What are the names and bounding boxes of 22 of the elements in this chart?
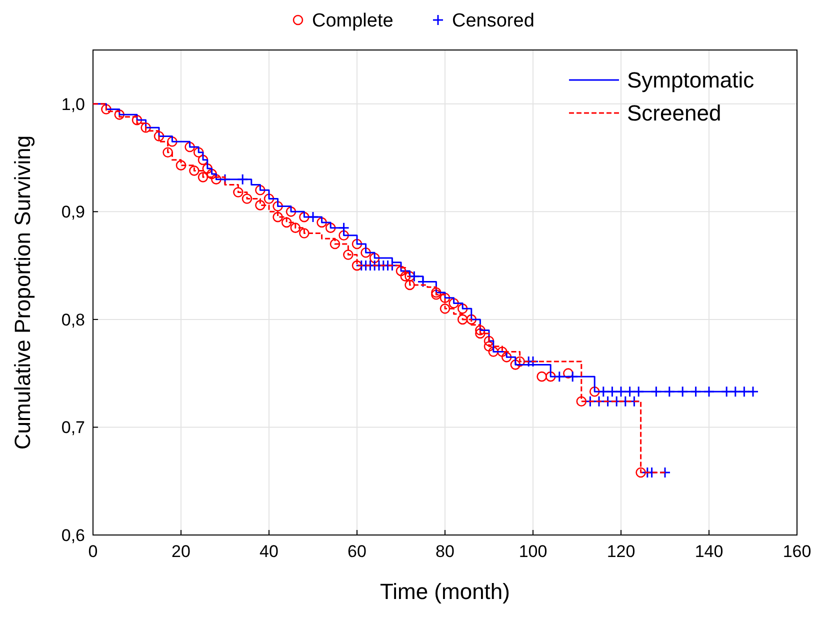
x-tick-label: 160 <box>782 542 812 561</box>
legend-label: Censored <box>452 10 534 32</box>
x-tick-label: 60 <box>348 542 366 561</box>
x-tick-label: 40 <box>260 542 278 561</box>
x-axis-title: Time (month) <box>380 579 510 604</box>
y-tick-label: 0,9 <box>61 202 85 222</box>
x-tick-label: 20 <box>172 542 190 561</box>
y-tick-label: 0,6 <box>61 526 85 545</box>
legend-label: Complete <box>312 10 394 32</box>
x-tick-label: 80 <box>436 542 454 561</box>
x-tick-label: 0 <box>88 542 98 561</box>
point <box>593 396 605 408</box>
y-tick-label: 0,8 <box>61 310 85 330</box>
point <box>602 396 614 408</box>
x-tick-label: 120 <box>606 542 636 561</box>
y-axis-title: Cumulative Proportion Surviving <box>10 135 35 450</box>
x-tick-label: 140 <box>694 542 724 561</box>
y-tick-label: 0,7 <box>61 418 85 438</box>
y-tick-label: 1,0 <box>61 94 85 114</box>
legend-label: Symptomatic <box>627 68 754 93</box>
legend-label: Screened <box>627 100 722 126</box>
x-tick-label: 100 <box>518 542 548 561</box>
